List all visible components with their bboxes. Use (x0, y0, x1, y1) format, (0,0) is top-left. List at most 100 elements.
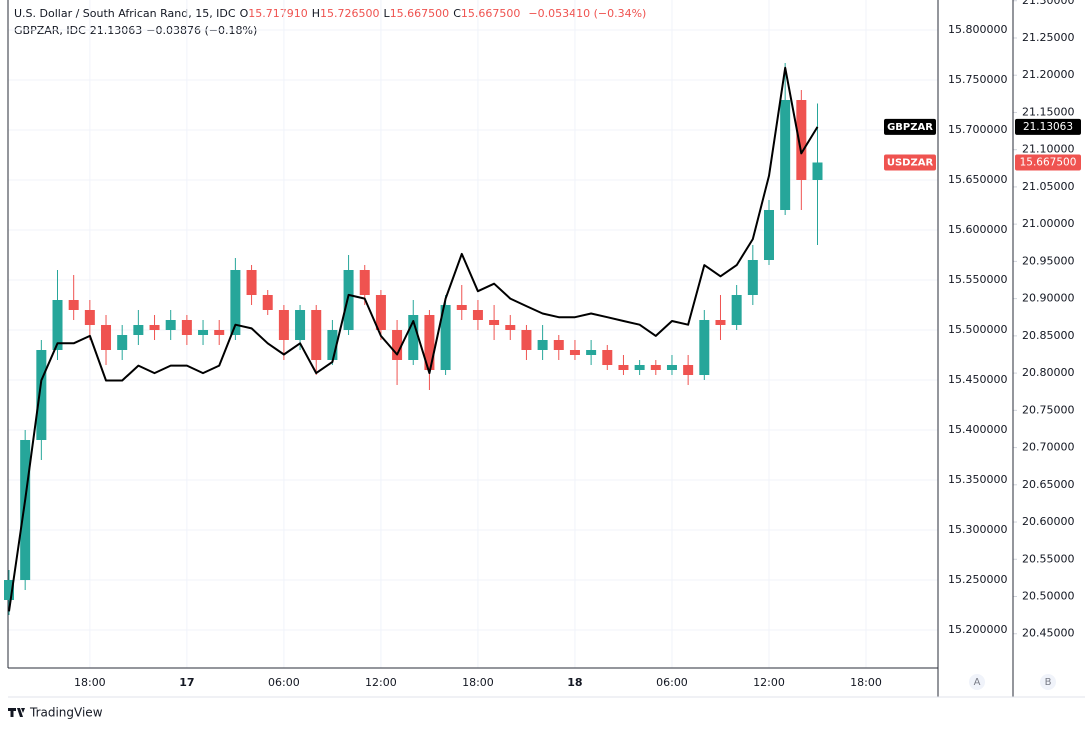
candle-body (731, 295, 742, 325)
y2-tick-label: 20.90000 (1022, 292, 1075, 305)
ohlc-item: O15.717910 (240, 7, 308, 20)
candle-body (489, 320, 500, 325)
candle-body (311, 310, 322, 360)
y-tick-label: 15.550000 (948, 273, 1008, 286)
ohlc: O15.717910 H15.726500 L15.667500 C15.667500 (240, 7, 525, 20)
price-tag-bg (1015, 118, 1081, 135)
y2-tick-label: 20.70000 (1022, 441, 1075, 454)
x-tick-label: 18:00 (462, 676, 494, 689)
x-tick-label: 12:00 (365, 676, 397, 689)
ohlc-value: 15.717910 (248, 7, 308, 20)
y2-tick-label: 21.20000 (1022, 68, 1075, 81)
y-tick-label: 15.500000 (948, 323, 1008, 336)
price-tag-bg (1015, 154, 1081, 171)
ohlc-item: H15.726500 (312, 7, 380, 20)
y2-tick-label: 20.45000 (1022, 627, 1075, 640)
price-line (8, 66, 819, 612)
candle-body (521, 330, 532, 350)
candle-body (36, 350, 47, 440)
candle-body (327, 330, 338, 360)
candle-body (553, 340, 564, 350)
y2-tick-label: 20.65000 (1022, 478, 1075, 491)
candle-body (198, 330, 209, 335)
candle-body (683, 365, 694, 375)
brand-name: TradingView (29, 706, 103, 720)
candle-body (117, 335, 128, 350)
candle-body (68, 300, 79, 310)
ohlc-label: O (239, 7, 249, 20)
y-tick-label: 15.800000 (948, 23, 1008, 36)
scale-button[interactable] (969, 674, 985, 690)
candle-body (666, 365, 677, 370)
candle-body (699, 320, 710, 375)
y2-tick-label: 20.55000 (1022, 552, 1075, 565)
candle-body (262, 295, 273, 310)
candle-body (375, 295, 386, 330)
y2-tick-label: 21.30000 (1022, 0, 1075, 7)
candle-body (537, 340, 548, 350)
price-tag-value: 15.667500 (1020, 157, 1077, 169)
candle-body (650, 365, 661, 370)
price-tag-bg (884, 154, 936, 171)
ohlc-label: C (453, 7, 461, 20)
candle-body (149, 325, 160, 330)
x-tick-label: 17 (179, 676, 194, 689)
x-tick-label: 18 (567, 676, 582, 689)
candle-body (408, 315, 419, 360)
candle-body (20, 440, 31, 580)
ohlc-item: C15.667500 (453, 7, 520, 20)
price-tag-bg (884, 118, 936, 135)
candle-body (84, 310, 95, 325)
y2-tick-label: 21.15000 (1022, 105, 1075, 118)
y2-tick-label: 21.10000 (1022, 143, 1075, 156)
candle-body (456, 305, 467, 310)
candle-body (359, 270, 370, 295)
ohlc-value: 15.726500 (320, 7, 380, 20)
y-tick-label: 15.250000 (948, 573, 1008, 586)
scale-button[interactable] (1040, 674, 1056, 690)
candle-body (101, 325, 112, 350)
candle-body (796, 100, 807, 180)
candle-body (246, 270, 257, 295)
candle-body (763, 210, 774, 260)
x-tick-label: 18:00 (74, 676, 106, 689)
candle-body (715, 320, 726, 325)
ohlc-value: 15.667500 (460, 7, 521, 20)
ohlc-label: H (311, 7, 321, 20)
y2-tick-label: 20.85000 (1022, 329, 1075, 342)
x-tick-label: 18:00 (850, 676, 882, 689)
y-tick-label: 15.600000 (948, 223, 1008, 236)
y-tick-label: 15.350000 (948, 473, 1008, 486)
candle-body (295, 310, 306, 340)
y-tick-label: 15.700000 (948, 123, 1008, 136)
candle-body (472, 310, 483, 320)
candle-body (181, 320, 192, 335)
y-tick-label: 15.450000 (948, 373, 1008, 386)
x-tick-label: 12:00 (753, 676, 785, 689)
y-tick-label: 15.300000 (948, 523, 1008, 536)
y2-tick-label: 21.00000 (1022, 217, 1075, 230)
y2-tick-label: 21.25000 (1022, 31, 1075, 44)
candle-body (278, 310, 289, 340)
candle-body (343, 270, 354, 330)
scale-button-label: A (974, 677, 981, 688)
candle-body (602, 350, 613, 365)
candle-body (392, 330, 403, 360)
candle-body (440, 305, 451, 370)
x-tick-label: 06:00 (268, 676, 300, 689)
y-tick-label: 15.750000 (948, 73, 1008, 86)
y-tick-label: 15.650000 (948, 173, 1008, 186)
candle-body (618, 365, 629, 370)
candle-body (747, 260, 758, 295)
price-tag-name: USDZAR (887, 158, 934, 169)
candle-body (586, 350, 597, 355)
candle-body (214, 330, 225, 335)
candle-body (133, 325, 144, 335)
price-tag-name: GBPZAR (887, 122, 933, 133)
candle-body (812, 162, 823, 180)
scale-button-label: B (1045, 677, 1052, 688)
candle-body (634, 365, 645, 370)
y2-tick-label: 20.75000 (1022, 403, 1075, 416)
